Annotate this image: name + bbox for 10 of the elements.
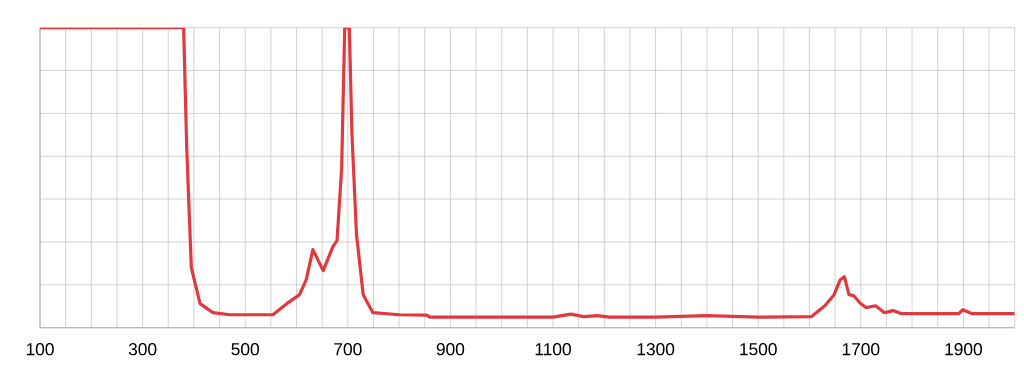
x-tick-label: 700 xyxy=(334,343,362,356)
x-tick-label: 1500 xyxy=(740,343,777,356)
x-tick-label: 1300 xyxy=(637,343,675,356)
x-tick-label: 1900 xyxy=(945,343,982,356)
x-tick-label: 1100 xyxy=(535,343,571,356)
x-tick-label: 100 xyxy=(26,343,54,356)
x-tick-label: 500 xyxy=(231,343,259,356)
x-tick-label: 1700 xyxy=(842,343,880,356)
x-tick-label: 300 xyxy=(128,343,157,356)
x-tick-label: 900 xyxy=(436,343,465,356)
